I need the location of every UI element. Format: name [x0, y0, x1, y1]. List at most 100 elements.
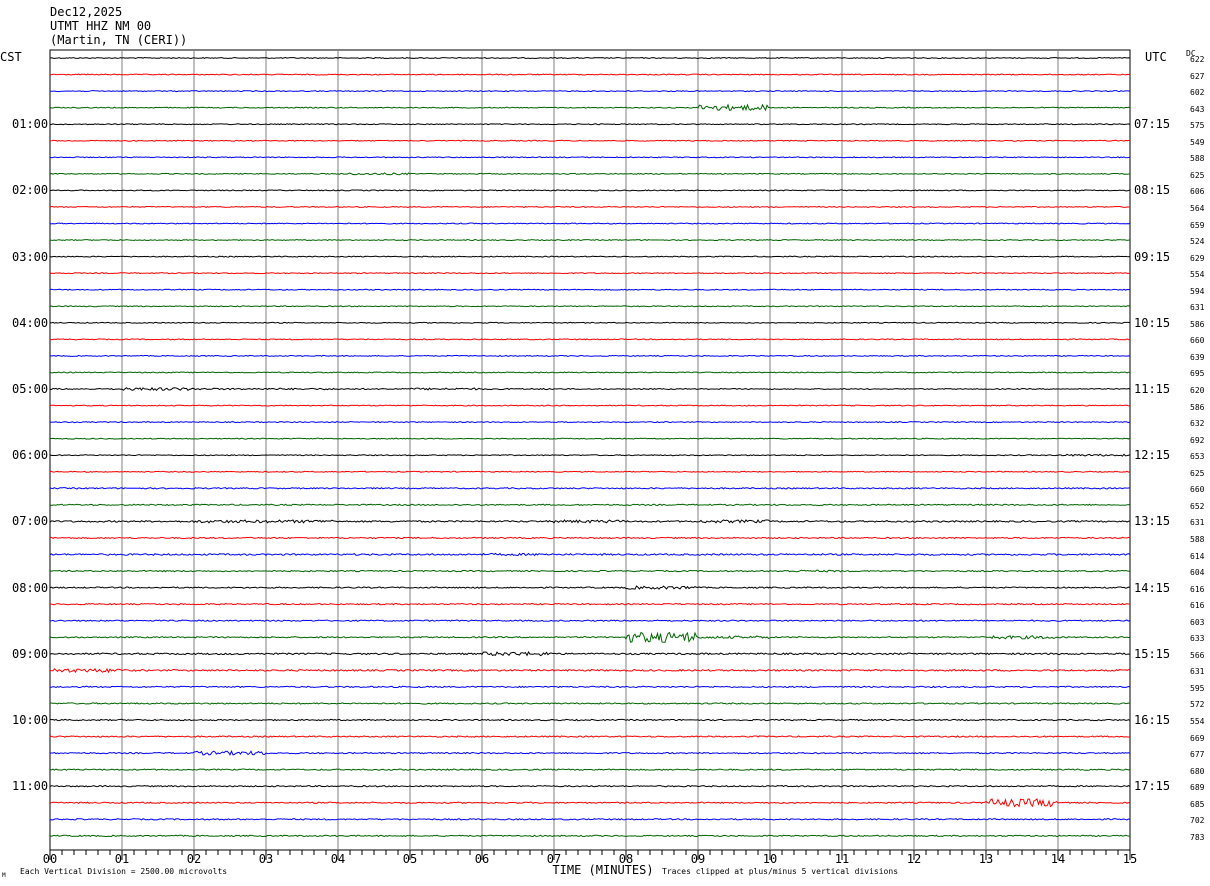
- dc-offset-label: 653: [1190, 452, 1205, 462]
- x-tick-label: 15: [1123, 852, 1137, 866]
- dc-offset-label: 554: [1190, 717, 1205, 726]
- seismic-trace-16: [49, 305, 1131, 308]
- seismic-trace-1: [49, 56, 1131, 60]
- dc-header-label: DC: [1186, 49, 1196, 58]
- left-hour-label: 10:00: [12, 713, 49, 727]
- x-tick-label: 04: [331, 852, 345, 866]
- x-tick-label: 05: [403, 852, 417, 866]
- left-hour-label: 06:00: [12, 448, 49, 463]
- dc-offset-label: 622: [1190, 55, 1205, 64]
- dc-offset-label: 586: [1190, 319, 1205, 329]
- seismic-trace-9: [49, 189, 1131, 192]
- right-hour-label: 15:15: [1134, 646, 1171, 661]
- dc-offset-label: 631: [1190, 303, 1205, 313]
- x-tick-label: 01: [115, 852, 129, 866]
- dc-offset-label: 625: [1190, 170, 1205, 180]
- dc-offset-label: 566: [1190, 650, 1205, 660]
- dc-offset-label: 625: [1190, 468, 1205, 478]
- dc-offset-label: 616: [1190, 584, 1205, 594]
- x-tick-label: 02: [187, 852, 201, 866]
- dc-offset-label: 685: [1190, 799, 1205, 809]
- left-hour-label: 07:00: [12, 514, 49, 529]
- corner-mark: M: [2, 872, 6, 879]
- dc-offset-label: 594: [1190, 286, 1205, 296]
- right-hour-label: 13:15: [1134, 514, 1171, 529]
- x-axis-title: TIME (MINUTES): [552, 863, 653, 877]
- left-hour-label: 09:00: [12, 646, 49, 661]
- right-hour-label: 12:15: [1134, 448, 1171, 463]
- seismic-trace-20: [49, 371, 1131, 374]
- dc-offset-label: 783: [1190, 832, 1205, 842]
- right-hour-label: 09:15: [1134, 249, 1171, 264]
- right-hour-label: 16:15: [1134, 713, 1171, 727]
- dc-offset-label: 614: [1190, 551, 1205, 561]
- dc-offset-label: 692: [1190, 435, 1205, 445]
- dc-offset-label: 586: [1190, 402, 1205, 412]
- dc-offset-label: 659: [1190, 220, 1205, 230]
- left-hour-label: 08:00: [12, 580, 49, 595]
- seismic-trace-39: [49, 685, 1131, 689]
- seismic-trace-15: [49, 288, 1131, 291]
- seismic-trace-25: [49, 453, 1131, 457]
- dc-offset-label: 620: [1190, 386, 1205, 395]
- right-hour-label: 10:15: [1134, 315, 1171, 330]
- seismic-trace-37: [49, 651, 1131, 657]
- dc-offset-label: 606: [1190, 187, 1205, 197]
- x-tick-label: 10: [763, 852, 777, 866]
- seismic-trace-19: [49, 354, 1131, 357]
- seismic-trace-46: [49, 798, 1131, 808]
- plot-frame: [49, 49, 1131, 851]
- seismic-trace-31: [49, 552, 1131, 557]
- seismic-trace-35: [49, 619, 1131, 622]
- dc-offset-label: 695: [1190, 369, 1205, 379]
- dc-offset-label: 627: [1190, 71, 1205, 81]
- dc-offset-label: 677: [1190, 750, 1205, 760]
- seismic-trace-2: [49, 73, 1131, 76]
- seismic-trace-14: [49, 272, 1131, 275]
- dc-offset-label: 603: [1190, 617, 1205, 627]
- x-tick-label: 08: [619, 852, 633, 866]
- x-tick-label: 07: [547, 852, 561, 866]
- dc-offset-label: 604: [1190, 568, 1205, 578]
- dc-offset-label: 572: [1190, 700, 1205, 710]
- dc-offset-label: 588: [1190, 534, 1205, 544]
- seismic-trace-32: [49, 569, 1131, 573]
- seismic-trace-22: [49, 404, 1131, 407]
- dc-offset-label: 631: [1190, 518, 1205, 528]
- seismic-trace-45: [49, 784, 1131, 788]
- left-hour-label: 02:00: [12, 183, 49, 198]
- dc-offset-label: 702: [1190, 816, 1205, 826]
- seismic-trace-38: [49, 667, 1131, 674]
- station-label: UTMT HHZ NM 00: [50, 19, 152, 33]
- seismic-trace-48: [49, 834, 1131, 838]
- dc-offset-label: 616: [1190, 601, 1205, 611]
- dc-offset-label: 689: [1190, 783, 1205, 793]
- dc-offset-label: 669: [1190, 733, 1205, 743]
- seismic-trace-28: [49, 503, 1131, 507]
- seismic-trace-3: [49, 90, 1131, 93]
- left-hour-label: 04:00: [12, 315, 49, 330]
- dc-offset-label: 660: [1190, 336, 1205, 346]
- x-tick-label: 03: [259, 852, 273, 866]
- dc-offset-label: 595: [1190, 683, 1205, 693]
- seismic-trace-24: [49, 437, 1131, 440]
- seismic-trace-44: [49, 768, 1131, 771]
- dc-offset-label: 633: [1190, 634, 1205, 644]
- seismic-trace-30: [49, 536, 1131, 540]
- right-hour-label: 11:15: [1134, 382, 1171, 396]
- right-hour-label: 07:15: [1134, 117, 1171, 132]
- division-note: Each Vertical Division = 2500.00 microvo…: [20, 867, 228, 876]
- seismic-trace-34: [49, 602, 1131, 606]
- seismic-trace-7: [49, 156, 1131, 159]
- seismic-trace-27: [49, 487, 1131, 490]
- x-tick-label: 00: [43, 852, 57, 866]
- seismic-trace-6: [49, 139, 1131, 142]
- seismic-trace-21: [49, 386, 1131, 392]
- dc-offset-label: 549: [1190, 137, 1205, 147]
- seismic-trace-5: [49, 123, 1131, 126]
- left-hour-label: 11:00: [12, 779, 49, 794]
- right-timezone-label: UTC: [1145, 50, 1167, 64]
- seismic-trace-47: [49, 818, 1131, 821]
- left-hour-label: 01:00: [12, 117, 49, 132]
